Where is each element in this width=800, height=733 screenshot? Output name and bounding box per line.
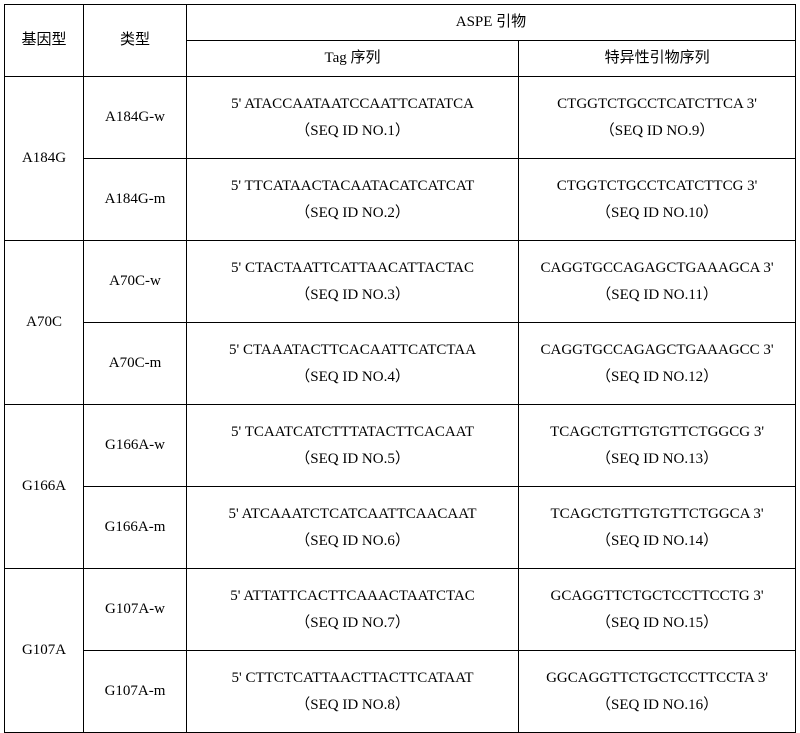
- type-cell: A70C-m: [84, 323, 187, 405]
- header-genotype: 基因型: [5, 5, 84, 77]
- type-cell: G107A-m: [84, 651, 187, 733]
- table-row: A184G A184G-w 5' ATACCAATAATCCAATTCATATC…: [5, 77, 796, 159]
- aspe-primer-table: 基因型 类型 ASPE 引物 Tag 序列 特异性引物序列 A184G A184…: [4, 4, 796, 733]
- genotype-cell: G107A: [5, 569, 84, 733]
- primer-id: （SEQ ID NO.10）: [596, 205, 718, 221]
- tag-seq: 5' ATTATTCACTTCAAACTAATCTAC: [230, 588, 475, 604]
- tag-cell: 5' TTCATAACTACAATACATCATCAT （SEQ ID NO.2…: [186, 159, 518, 241]
- table-row: A70C A70C-w 5' CTACTAATTCATTAACATTACTAC …: [5, 241, 796, 323]
- tag-cell: 5' ATACCAATAATCCAATTCATATCA （SEQ ID NO.1…: [186, 77, 518, 159]
- primer-cell: CAGGTGCCAGAGCTGAAAGCC 3' （SEQ ID NO.12）: [519, 323, 796, 405]
- primer-cell: TCAGCTGTTGTGTTCTGGCG 3' （SEQ ID NO.13）: [519, 405, 796, 487]
- type-cell: A184G-w: [84, 77, 187, 159]
- tag-cell: 5' CTAAATACTTCACAATTCATCTAA （SEQ ID NO.4…: [186, 323, 518, 405]
- primer-id: （SEQ ID NO.11）: [596, 287, 718, 303]
- primer-cell: CTGGTCTGCCTCATCTTCA 3' （SEQ ID NO.9）: [519, 77, 796, 159]
- tag-id: （SEQ ID NO.4）: [295, 369, 410, 385]
- primer-seq: CTGGTCTGCCTCATCTTCA 3': [557, 96, 757, 112]
- tag-cell: 5' CTACTAATTCATTAACATTACTAC （SEQ ID NO.3…: [186, 241, 518, 323]
- tag-id: （SEQ ID NO.8）: [295, 697, 410, 713]
- type-cell: A70C-w: [84, 241, 187, 323]
- tag-seq: 5' ATACCAATAATCCAATTCATATCA: [231, 96, 474, 112]
- header-type: 类型: [84, 5, 187, 77]
- tag-id: （SEQ ID NO.5）: [295, 451, 410, 467]
- primer-id: （SEQ ID NO.16）: [596, 697, 718, 713]
- header-specific: 特异性引物序列: [519, 41, 796, 77]
- type-cell: G107A-w: [84, 569, 187, 651]
- genotype-cell: A184G: [5, 77, 84, 241]
- primer-cell: CTGGTCTGCCTCATCTTCG 3' （SEQ ID NO.10）: [519, 159, 796, 241]
- primer-cell: GGCAGGTTCTGCTCCTTCCTA 3' （SEQ ID NO.16）: [519, 651, 796, 733]
- tag-seq: 5' TCAATCATCTTTATACTTCACAAT: [231, 424, 474, 440]
- primer-seq: CAGGTGCCAGAGCTGAAAGCC 3': [541, 342, 774, 358]
- primer-id: （SEQ ID NO.13）: [596, 451, 718, 467]
- tag-id: （SEQ ID NO.1）: [295, 123, 410, 139]
- tag-cell: 5' TCAATCATCTTTATACTTCACAAT （SEQ ID NO.5…: [186, 405, 518, 487]
- primer-id: （SEQ ID NO.15）: [596, 615, 718, 631]
- tag-id: （SEQ ID NO.6）: [295, 533, 410, 549]
- tag-cell: 5' ATCAAATCTCATCAATTCAACAAT （SEQ ID NO.6…: [186, 487, 518, 569]
- primer-seq: GCAGGTTCTGCTCCTTCCTG 3': [551, 588, 764, 604]
- genotype-cell: G166A: [5, 405, 84, 569]
- table-row: G166A G166A-w 5' TCAATCATCTTTATACTTCACAA…: [5, 405, 796, 487]
- table-row: G166A-m 5' ATCAAATCTCATCAATTCAACAAT （SEQ…: [5, 487, 796, 569]
- header-tag: Tag 序列: [186, 41, 518, 77]
- tag-seq: 5' TTCATAACTACAATACATCATCAT: [231, 178, 474, 194]
- primer-seq: CTGGTCTGCCTCATCTTCG 3': [557, 178, 758, 194]
- tag-cell: 5' ATTATTCACTTCAAACTAATCTAC （SEQ ID NO.7…: [186, 569, 518, 651]
- primer-seq: GGCAGGTTCTGCTCCTTCCTA 3': [546, 670, 768, 686]
- header-aspe: ASPE 引物: [186, 5, 795, 41]
- tag-id: （SEQ ID NO.7）: [295, 615, 410, 631]
- tag-id: （SEQ ID NO.3）: [295, 287, 410, 303]
- header-row-1: 基因型 类型 ASPE 引物: [5, 5, 796, 41]
- tag-cell: 5' CTTCTCATTAACTTACTTCATAAT （SEQ ID NO.8…: [186, 651, 518, 733]
- table-row: A184G-m 5' TTCATAACTACAATACATCATCAT （SEQ…: [5, 159, 796, 241]
- primer-seq: TCAGCTGTTGTGTTCTGGCG 3': [550, 424, 764, 440]
- genotype-cell: A70C: [5, 241, 84, 405]
- primer-cell: CAGGTGCCAGAGCTGAAAGCA 3' （SEQ ID NO.11）: [519, 241, 796, 323]
- primer-cell: TCAGCTGTTGTGTTCTGGCA 3' （SEQ ID NO.14）: [519, 487, 796, 569]
- primer-id: （SEQ ID NO.14）: [596, 533, 718, 549]
- type-cell: G166A-m: [84, 487, 187, 569]
- tag-seq: 5' CTACTAATTCATTAACATTACTAC: [231, 260, 474, 276]
- tag-seq: 5' CTAAATACTTCACAATTCATCTAA: [229, 342, 476, 358]
- tag-seq: 5' ATCAAATCTCATCAATTCAACAAT: [228, 506, 476, 522]
- table-row: G107A G107A-w 5' ATTATTCACTTCAAACTAATCTA…: [5, 569, 796, 651]
- primer-id: （SEQ ID NO.9）: [600, 123, 715, 139]
- primer-seq: TCAGCTGTTGTGTTCTGGCA 3': [551, 506, 764, 522]
- primer-cell: GCAGGTTCTGCTCCTTCCTG 3' （SEQ ID NO.15）: [519, 569, 796, 651]
- table-row: A70C-m 5' CTAAATACTTCACAATTCATCTAA （SEQ …: [5, 323, 796, 405]
- table-row: G107A-m 5' CTTCTCATTAACTTACTTCATAAT （SEQ…: [5, 651, 796, 733]
- type-cell: G166A-w: [84, 405, 187, 487]
- primer-seq: CAGGTGCCAGAGCTGAAAGCA 3': [541, 260, 774, 276]
- tag-seq: 5' CTTCTCATTAACTTACTTCATAAT: [232, 670, 474, 686]
- primer-id: （SEQ ID NO.12）: [596, 369, 718, 385]
- tag-id: （SEQ ID NO.2）: [295, 205, 410, 221]
- type-cell: A184G-m: [84, 159, 187, 241]
